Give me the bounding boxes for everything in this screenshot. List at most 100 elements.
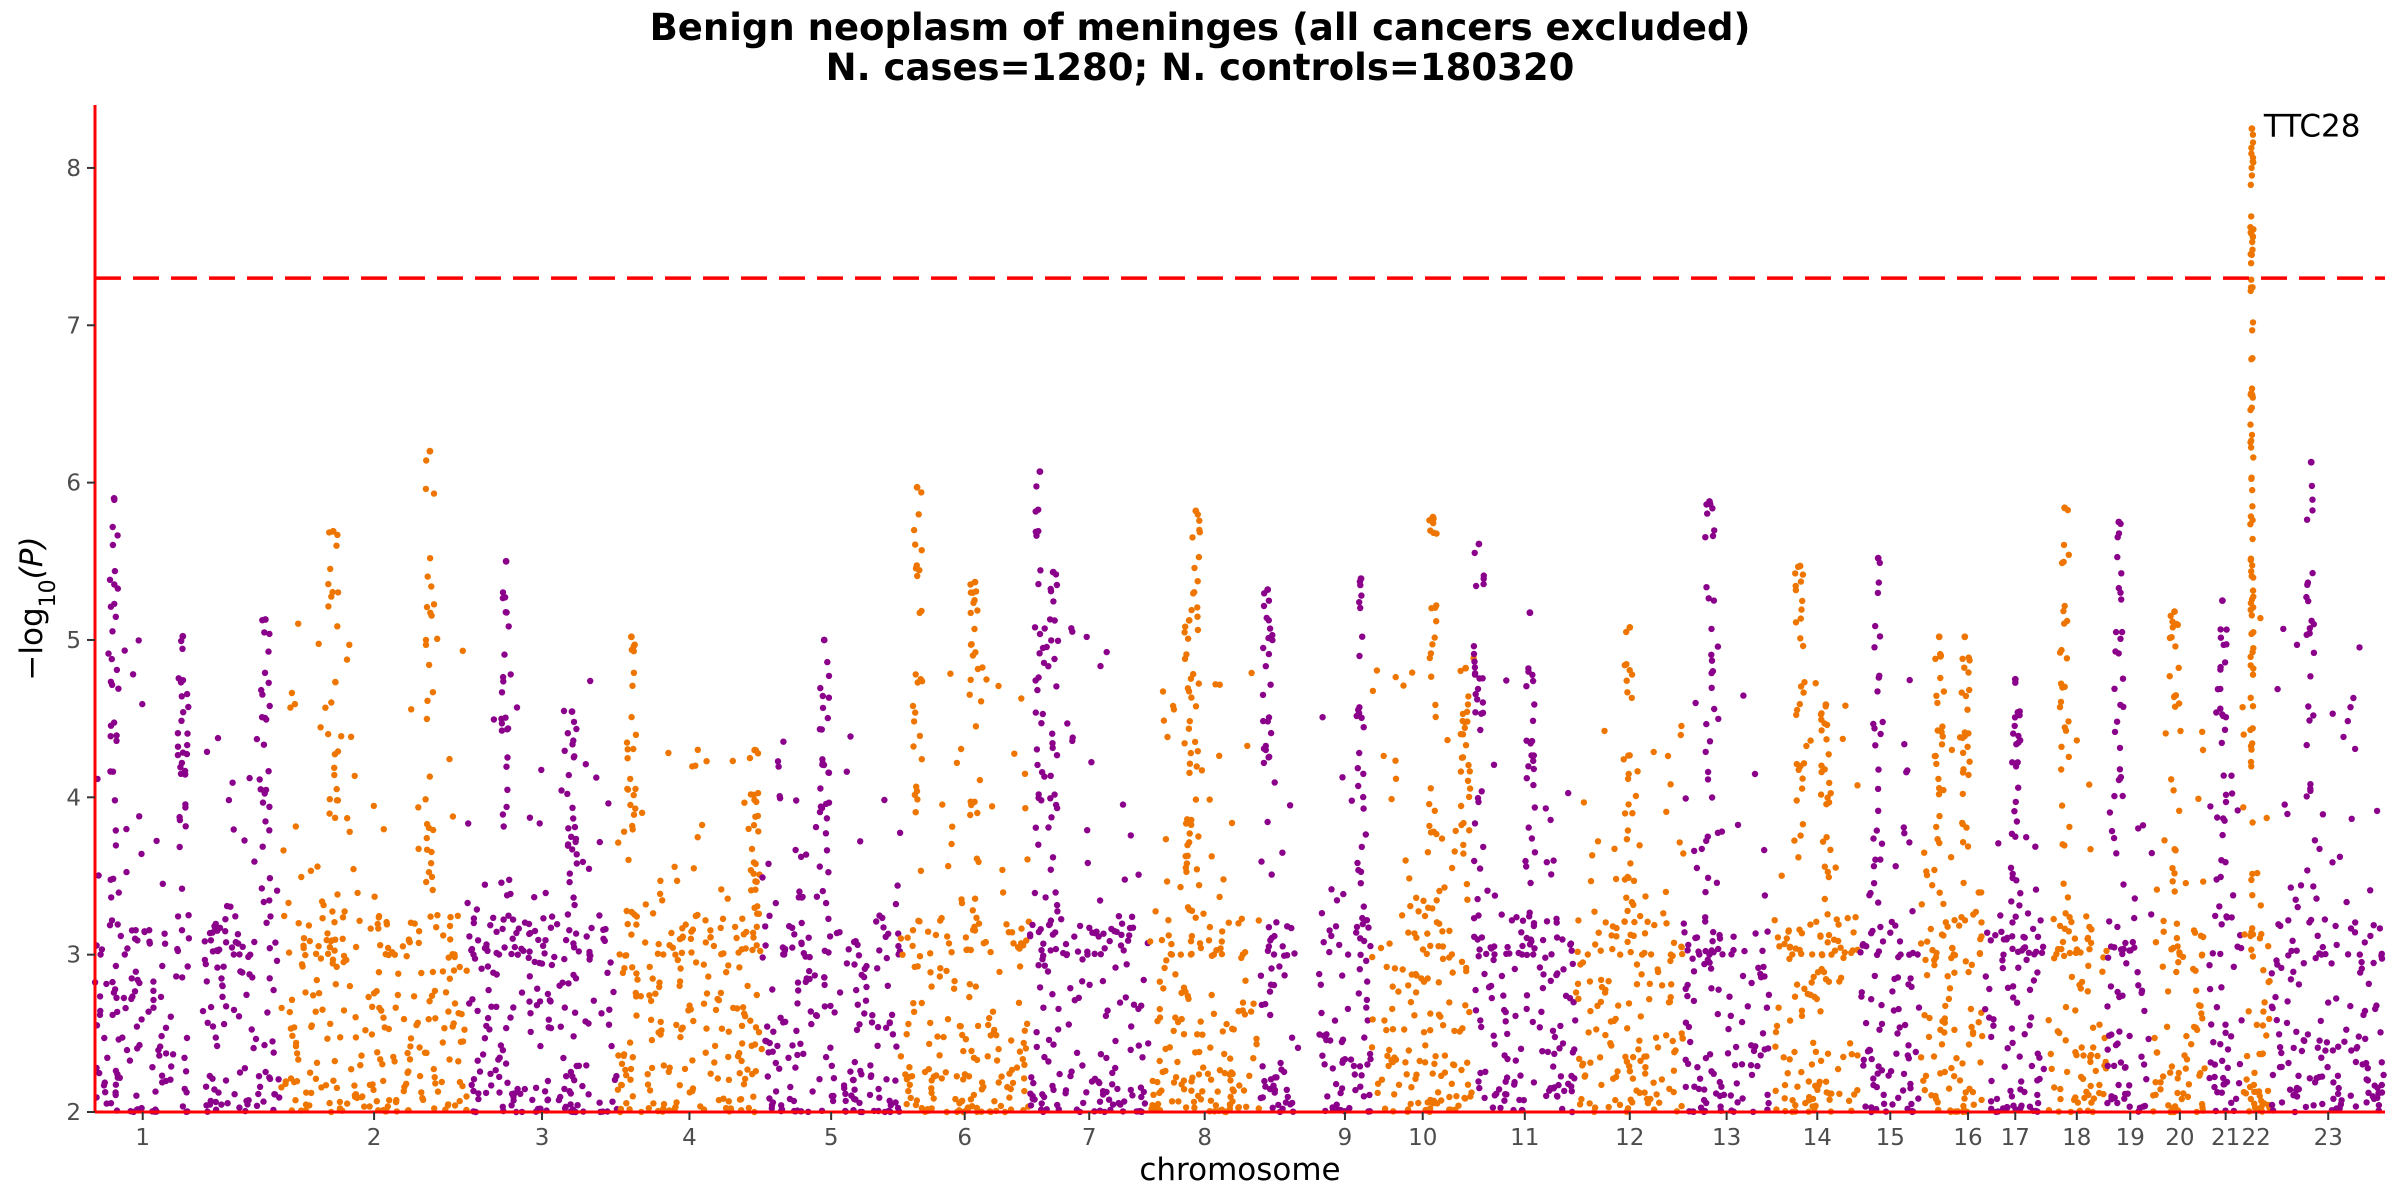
data-point [2363, 1076, 2370, 1083]
data-point [1796, 700, 1804, 708]
data-point [967, 811, 974, 819]
data-point [682, 921, 689, 928]
data-point [1961, 664, 1968, 671]
data-point [2080, 1052, 2087, 1059]
data-point [1105, 1096, 1113, 1103]
data-point [427, 913, 434, 920]
data-point [2258, 1097, 2265, 1105]
data-point [1938, 741, 1946, 748]
data-point [2248, 385, 2256, 392]
data-point [618, 1060, 626, 1068]
data-point [1265, 597, 1273, 604]
data-point [1530, 922, 1538, 930]
data-point [1265, 650, 1273, 658]
data-point [1624, 907, 1631, 915]
data-point [1511, 965, 1519, 973]
data-point [1739, 1095, 1746, 1102]
data-point [445, 1008, 452, 1015]
data-point [2143, 1076, 2150, 1083]
data-point [1513, 914, 1520, 921]
data-point [1438, 1097, 1445, 1104]
data-point [2248, 946, 2255, 953]
data-point [2378, 950, 2385, 957]
data-point [1022, 805, 1029, 812]
data-point [492, 1067, 499, 1074]
data-point [423, 457, 430, 464]
data-point [451, 1102, 459, 1109]
data-point [669, 944, 676, 951]
data-point [928, 983, 935, 990]
data-point [2314, 932, 2321, 939]
data-point [1877, 856, 1884, 863]
data-point [630, 791, 637, 799]
data-point [529, 1096, 536, 1104]
data-point [1259, 691, 1267, 699]
data-point [1063, 951, 1071, 958]
data-point [604, 969, 611, 976]
data-point [1807, 737, 1814, 744]
data-point [544, 990, 552, 998]
data-point [1644, 1099, 1652, 1107]
data-point [1948, 746, 1956, 754]
data-point [623, 1100, 630, 1107]
data-point [1188, 694, 1195, 701]
data-point [1817, 1008, 1824, 1015]
data-point [1073, 1049, 1081, 1057]
data-point [910, 1000, 917, 1007]
data-point [947, 670, 954, 677]
data-point [1752, 930, 1759, 937]
data-point [1035, 674, 1042, 681]
data-point [638, 809, 646, 816]
data-point [407, 1043, 414, 1050]
data-point [1015, 999, 1023, 1006]
data-point [1967, 1005, 1975, 1013]
data-point [251, 858, 258, 865]
data-point [2034, 1099, 2042, 1107]
data-point [826, 933, 834, 940]
data-point [2293, 1087, 2300, 1094]
data-point [1220, 876, 1227, 883]
data-point [112, 1081, 120, 1088]
data-point [1623, 836, 1631, 843]
data-point [1691, 847, 1698, 855]
data-point [2278, 1063, 2285, 1071]
data-point [123, 1046, 131, 1054]
data-point [1602, 1031, 1609, 1039]
data-point [1765, 1045, 1772, 1052]
data-point [1050, 1086, 1057, 1094]
data-point [893, 1043, 900, 1050]
data-point [1178, 989, 1185, 997]
data-point [2303, 516, 2311, 523]
data-point [2304, 867, 2311, 874]
data-point [1666, 1085, 1673, 1093]
y-tick-label: 5 [66, 628, 81, 654]
data-point [115, 889, 123, 896]
data-point [1620, 756, 1627, 763]
data-point [499, 589, 507, 596]
data-point [645, 1105, 652, 1112]
data-point [1188, 1078, 1195, 1085]
data-point [1731, 1062, 1739, 1069]
data-point [1195, 833, 1202, 840]
data-point [247, 951, 254, 958]
data-point [1464, 896, 1471, 903]
data-point [1929, 946, 1936, 954]
data-point [312, 1008, 319, 1015]
data-point [1527, 740, 1534, 747]
data-point [2122, 939, 2129, 947]
data-point [1074, 948, 1082, 955]
data-point [248, 1026, 255, 1033]
data-point [1365, 924, 1372, 931]
data-point [1079, 978, 1086, 985]
data-point [1487, 944, 1494, 951]
data-point [2373, 1002, 2380, 1009]
data-point [1170, 706, 1178, 713]
data-point [1229, 1070, 1236, 1078]
data-point [2071, 935, 2079, 942]
data-point [1812, 680, 1819, 687]
data-point [2219, 831, 2226, 839]
data-point [1255, 917, 1263, 924]
data-point [1792, 586, 1800, 594]
data-point [1120, 947, 1127, 954]
chromosome-points-group [464, 557, 621, 1116]
